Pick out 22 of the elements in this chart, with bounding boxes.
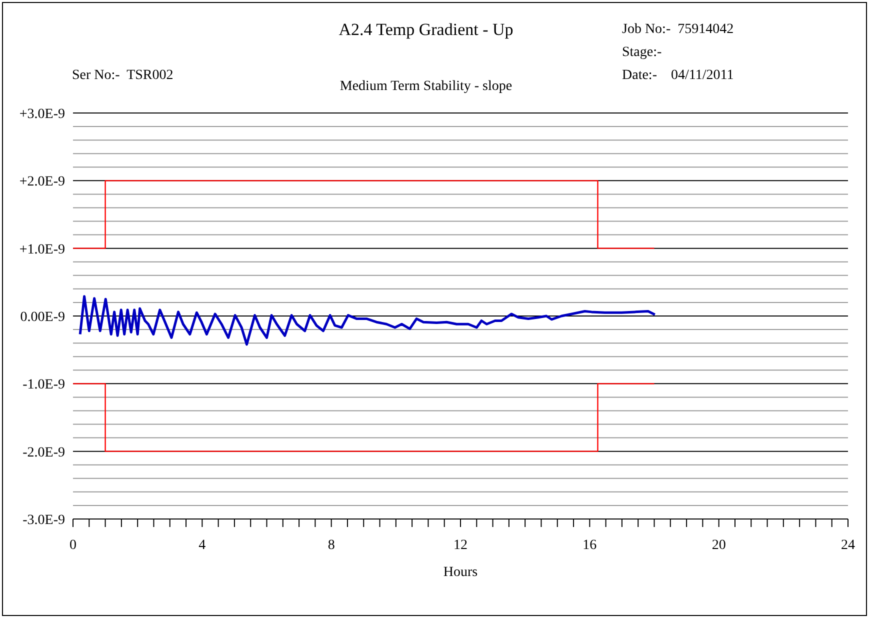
x-axis-title: Hours: [443, 565, 478, 580]
text: Job No:- 75914042: [622, 22, 734, 38]
chart-subtitle: Medium Term Stability - slope: [340, 79, 512, 94]
y-tick-label: -1.0E-9: [22, 378, 65, 393]
x-tick-label: 16: [582, 538, 597, 553]
x-tick-label: 24: [841, 538, 855, 553]
y-tick-label: +1.0E-9: [19, 242, 65, 258]
x-tick-label: 12: [454, 538, 468, 553]
y-tick-label: +3.0E-9: [19, 106, 65, 122]
x-tick-label: 20: [712, 538, 726, 553]
text: Ser No:- TSR002: [72, 68, 174, 84]
x-tick-label: 4: [198, 538, 206, 553]
y-tick-label: -3.0E-9: [22, 512, 65, 528]
line-series: [78, 295, 656, 346]
y-tick-label: +2.0E-9: [19, 174, 65, 190]
text: Stage:-: [622, 45, 662, 61]
y-tick-label: -2.0E-9: [22, 445, 65, 460]
x-tick-label: 8: [328, 538, 335, 553]
y-tick-label: 0.00E-9: [20, 310, 65, 325]
chart-title: A2.4 Temp Gradient - Up: [338, 20, 514, 39]
x-tick-label: 0: [70, 538, 76, 553]
text: Date:- 04/11/2011: [622, 68, 734, 84]
